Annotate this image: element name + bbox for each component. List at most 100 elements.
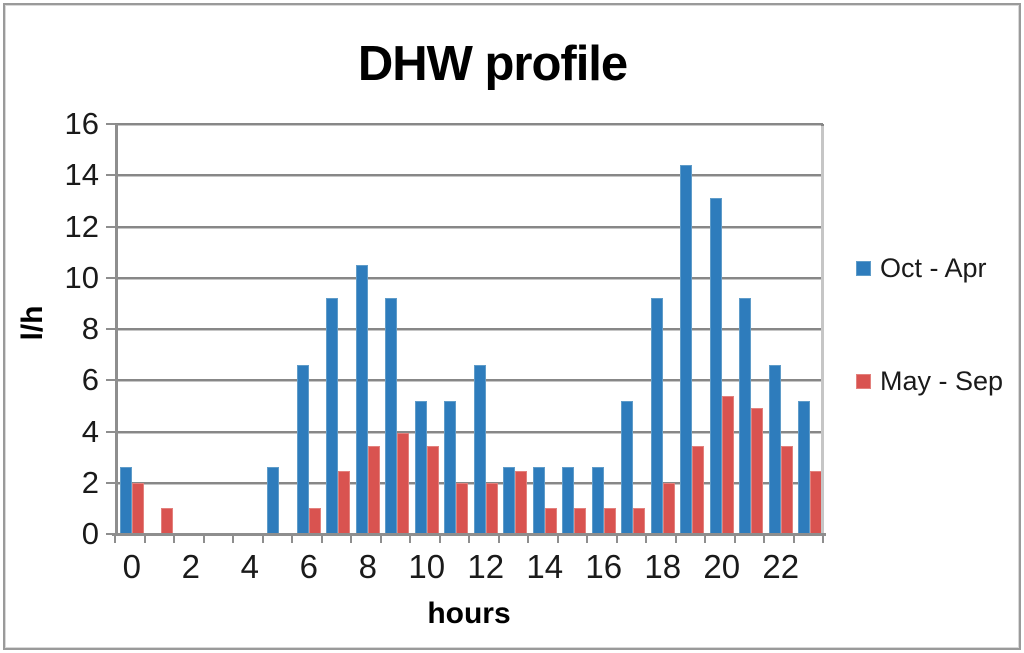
y-tick-mark (106, 533, 115, 535)
bar-may-sep-h6 (308, 508, 321, 534)
x-tick-mark (468, 534, 470, 543)
x-tick-mark (143, 534, 146, 543)
legend-label-oct-apr: Oct - Apr (880, 253, 987, 283)
bar-oct-apr-h18 (650, 298, 663, 534)
bar-oct-apr-h23 (798, 400, 811, 534)
bar-oct-apr-h16 (591, 467, 604, 534)
bar-oct-apr-h7 (326, 298, 339, 534)
bar-oct-apr-h22 (768, 364, 781, 534)
x-tick-mark (232, 534, 234, 543)
gridline-y-16 (115, 123, 823, 126)
gridline-y-12 (115, 225, 823, 229)
x-tick-mark (674, 534, 677, 543)
chart-title: DHW profile (357, 37, 628, 91)
x-tick-mark (379, 534, 382, 543)
legend-swatch-may-sep (856, 373, 871, 389)
x-tick-mark (350, 534, 352, 543)
bar-oct-apr-h13 (503, 467, 516, 534)
y-tick-mark (106, 328, 115, 330)
bar-may-sep-h18 (662, 482, 675, 534)
x-tick-mark (173, 534, 175, 543)
y-tick-mark (106, 174, 115, 177)
gridline-y-6 (115, 379, 823, 383)
x-tick-mark (792, 534, 795, 543)
y-axis-title: l/h (16, 305, 49, 341)
bar-oct-apr-h17 (621, 400, 634, 534)
x-tick-label-2: 2 (181, 548, 200, 585)
plot-right-border (821, 124, 824, 534)
x-tick-label-4: 4 (240, 548, 259, 585)
bar-may-sep-h9 (397, 432, 410, 534)
bar-may-sep-h15 (574, 508, 587, 534)
x-tick-mark (527, 534, 529, 543)
y-tick-mark (106, 225, 115, 228)
x-tick-mark (438, 534, 441, 543)
x-tick-label-6: 6 (299, 548, 318, 585)
y-tick-label-8: 8 (81, 311, 99, 346)
bar-may-sep-h8 (367, 445, 380, 534)
bar-oct-apr-h0 (119, 467, 132, 534)
y-tick-mark (106, 481, 115, 484)
bar-oct-apr-h12 (473, 364, 486, 534)
bar-may-sep-h20 (721, 395, 734, 534)
x-tick-label-18: 18 (644, 548, 682, 585)
bar-may-sep-h13 (515, 471, 528, 534)
y-tick-mark (106, 379, 115, 382)
bar-may-sep-h7 (338, 471, 351, 534)
y-tick-mark (106, 276, 115, 279)
bar-may-sep-h14 (544, 508, 557, 534)
x-tick-label-10: 10 (408, 548, 446, 585)
y-tick-mark (106, 430, 115, 433)
bar-oct-apr-h11 (444, 400, 457, 534)
bar-may-sep-h21 (751, 408, 764, 534)
bar-may-sep-h22 (780, 445, 793, 534)
x-tick-mark (497, 534, 500, 543)
bar-oct-apr-h8 (355, 264, 368, 534)
x-tick-mark (202, 534, 205, 543)
y-axis-line (115, 124, 118, 534)
y-tick-label-4: 4 (81, 413, 99, 449)
chart-outer-frame (3, 3, 1021, 650)
x-tick-mark (320, 534, 323, 543)
x-tick-mark (704, 534, 706, 543)
x-tick-label-12: 12 (467, 548, 505, 585)
x-tick-label-8: 8 (358, 548, 377, 585)
bar-may-sep-h10 (426, 445, 439, 534)
bar-may-sep-h16 (603, 508, 616, 534)
bar-may-sep-h0 (131, 482, 144, 534)
gridline-y-8 (115, 328, 823, 331)
gridline-y-2 (115, 481, 823, 485)
x-tick-mark (615, 534, 618, 543)
x-tick-mark (409, 534, 411, 543)
bar-oct-apr-h9 (385, 298, 398, 534)
x-tick-mark (291, 534, 293, 543)
x-tick-label-14: 14 (526, 548, 564, 585)
gridline-y-14 (115, 174, 823, 178)
x-tick-mark (822, 534, 824, 543)
bar-may-sep-h17 (633, 508, 646, 534)
x-tick-mark (261, 534, 264, 543)
x-tick-mark (733, 534, 736, 543)
legend-item-may-sep: May - Sep (856, 366, 1004, 396)
y-tick-label-0: 0 (81, 516, 99, 551)
x-tick-label-22: 22 (762, 548, 800, 585)
bar-oct-apr-h20 (709, 198, 722, 534)
x-tick-mark (114, 534, 116, 543)
y-tick-label-2: 2 (81, 464, 99, 500)
gridline-y-10 (115, 276, 823, 280)
bar-oct-apr-h5 (267, 467, 280, 534)
bar-oct-apr-h10 (414, 400, 427, 534)
bar-oct-apr-h21 (739, 298, 752, 534)
x-tick-mark (645, 534, 647, 543)
bar-may-sep-h12 (485, 482, 498, 534)
x-tick-mark (586, 534, 588, 543)
x-tick-label-0: 0 (122, 548, 141, 585)
bar-may-sep-h11 (456, 482, 469, 534)
y-tick-label-14: 14 (64, 157, 99, 193)
bar-oct-apr-h15 (562, 467, 575, 534)
legend-label-may-sep: May - Sep (880, 366, 1004, 396)
bar-may-sep-h1 (161, 508, 174, 534)
legend-item-oct-apr: Oct - Apr (856, 253, 987, 283)
x-tick-label-20: 20 (703, 548, 741, 585)
x-tick-label-16: 16 (585, 548, 623, 585)
